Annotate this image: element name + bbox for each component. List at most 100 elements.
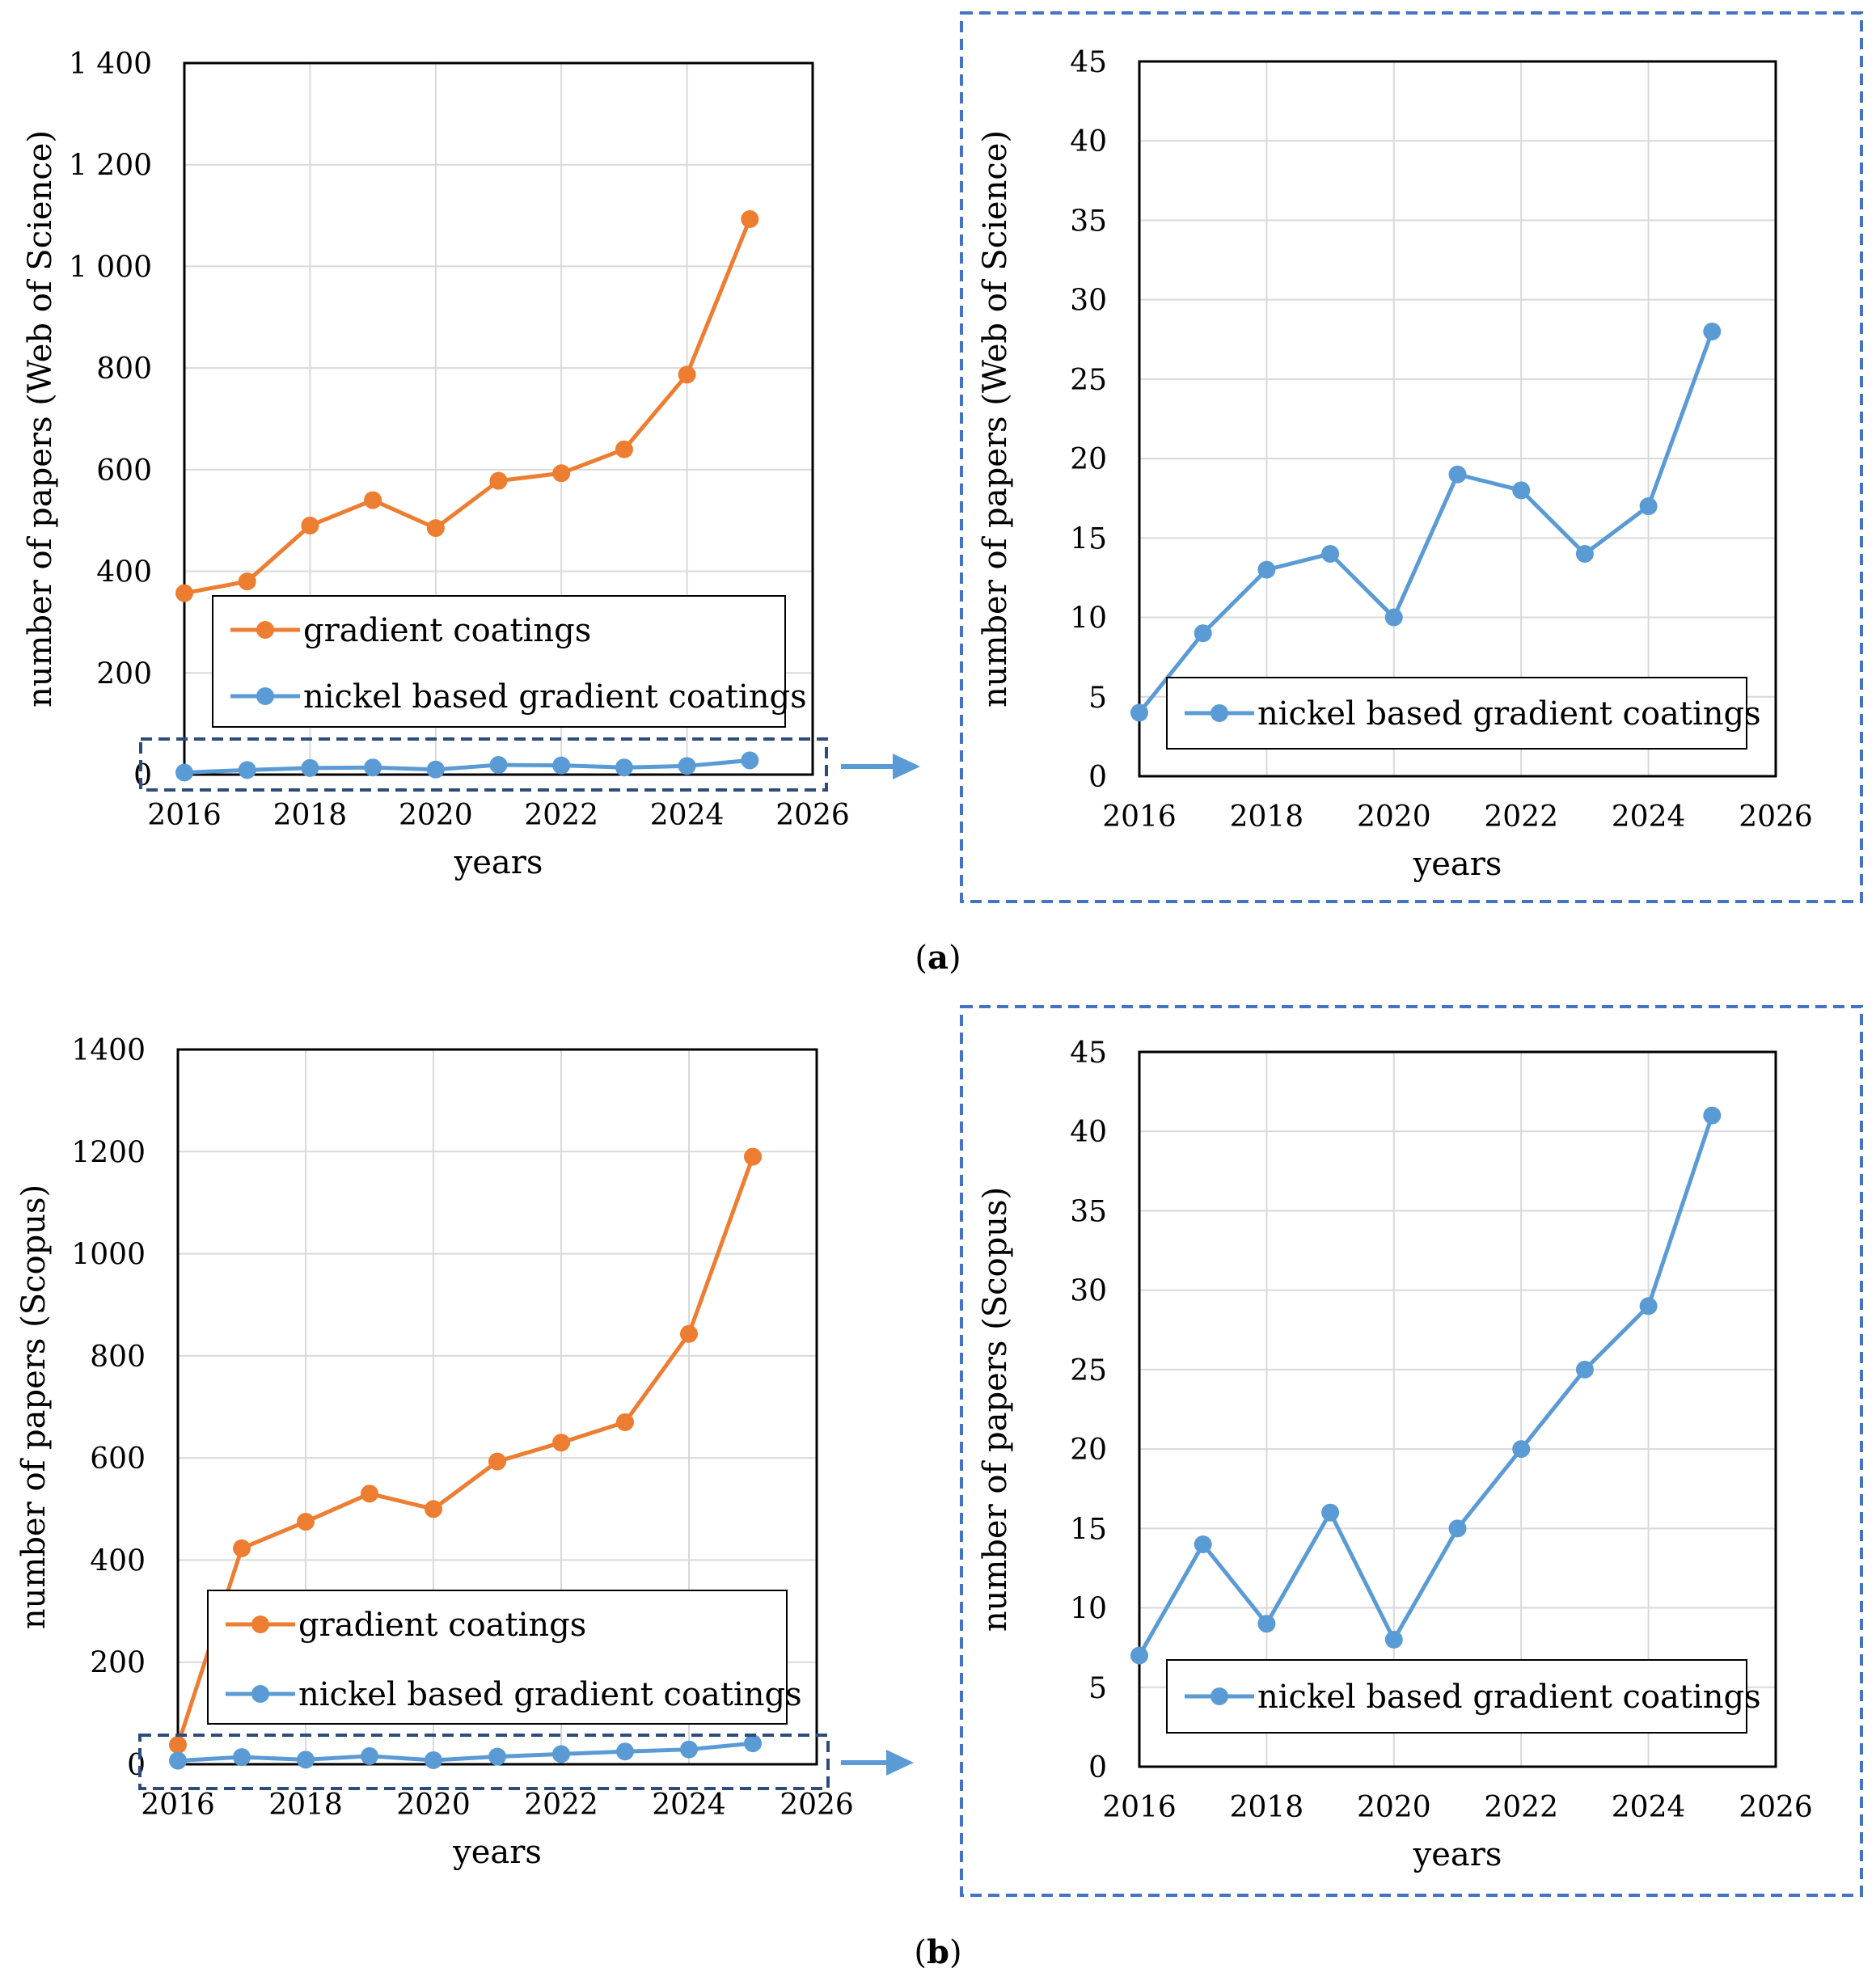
data-point	[1703, 322, 1722, 340]
legend: gradient coatings nickel based gradient c…	[207, 1590, 802, 1725]
x-tick-label: 2020	[1357, 800, 1431, 834]
y-tick-label: 15	[1070, 1513, 1107, 1546]
y-tick-label: 1200	[71, 1136, 146, 1169]
y-tick-label: 1000	[71, 1239, 146, 1272]
legend: gradient coatings nickel based gradient c…	[212, 595, 807, 728]
legend: nickel based gradient coatings	[1166, 677, 1761, 750]
y-axis-title: number of papers (Web of Science)	[22, 130, 59, 707]
y-tick-label: 5	[1088, 682, 1107, 715]
arrow-head	[886, 1750, 914, 1776]
x-tick-label: 2022	[524, 799, 598, 832]
y-tick-label: 30	[1070, 1275, 1107, 1308]
series-gradient_coatings	[175, 209, 759, 602]
data-point	[425, 1751, 442, 1769]
data-point	[1512, 481, 1531, 500]
data-point	[426, 519, 445, 538]
zoom-frame-b	[960, 1005, 1863, 1897]
x-tick-label: 2020	[396, 1789, 471, 1822]
y-tick-label: 0	[1088, 1751, 1107, 1784]
y-tick-label: 200	[96, 657, 152, 691]
plot-frame	[1138, 1050, 1777, 1768]
data-point	[488, 1452, 506, 1471]
x-tick-label: 2020	[399, 799, 473, 832]
overlays-layer	[138, 11, 1863, 1897]
data-point	[1384, 1630, 1403, 1649]
panel-b-letter: b	[927, 1933, 949, 1971]
data-point	[552, 464, 571, 483]
data-point	[1512, 1440, 1531, 1459]
data-point	[678, 365, 696, 384]
data-point	[552, 1434, 570, 1452]
x-axis-title: years	[1413, 846, 1502, 883]
data-point	[1639, 497, 1658, 516]
series-gradient_coatings	[169, 1147, 762, 1755]
x-tick-label: 2026	[1739, 1791, 1813, 1824]
y-tick-label: 0	[1088, 761, 1107, 794]
x-tick-label: 2018	[1230, 1791, 1304, 1824]
legend-swatch-marker	[1211, 704, 1228, 722]
data-point	[1575, 544, 1594, 563]
chart-b-right: 2016 2018 2020 2022 2024 2026 0 5 10 15 20 25 30 35 40…	[977, 1037, 1813, 1873]
data-point	[488, 1747, 506, 1766]
legend-label: nickel based gradient coatings	[298, 1676, 802, 1713]
data-point	[361, 1746, 378, 1765]
y-tick-label: 600	[90, 1442, 146, 1476]
chart-b-left: 2016 2018 2020 2022 2024 2026 0 200 400 600 800 100…	[15, 1034, 854, 1871]
y-tick-label: 600	[96, 454, 152, 488]
series-line	[1137, 1114, 1714, 1657]
data-point	[1194, 1535, 1212, 1553]
y-tick-label: 10	[1070, 602, 1107, 636]
data-point	[169, 1751, 187, 1770]
legend-label: gradient coatings	[303, 612, 591, 649]
series-line	[175, 1155, 755, 1746]
data-point	[169, 1736, 187, 1755]
data-point	[1257, 1615, 1276, 1633]
y-tick-label: 20	[1070, 1434, 1107, 1467]
y-tick-label: 25	[1070, 1354, 1107, 1387]
arrow-head	[893, 754, 920, 779]
x-tick-label: 2018	[1230, 800, 1304, 834]
x-axis-title: years	[454, 844, 543, 881]
legend-swatch-marker	[251, 1615, 269, 1633]
y-tick-label: 0	[133, 759, 152, 792]
series-nickel_based	[175, 751, 759, 782]
legend-box	[212, 595, 786, 728]
zoom-arrow-a	[841, 754, 920, 779]
data-point	[1257, 560, 1276, 579]
series-line	[1138, 331, 1714, 714]
y-tick-label: 1400	[71, 1034, 146, 1067]
highlight-box-a	[139, 737, 828, 792]
data-point	[1703, 1106, 1722, 1125]
data-point	[364, 491, 382, 509]
data-point	[1194, 624, 1212, 643]
data-point	[297, 1751, 315, 1769]
x-axis-title: years	[452, 1834, 542, 1871]
data-point	[615, 440, 633, 458]
data-point	[1639, 1297, 1658, 1316]
legend-label: nickel based gradient coatings	[303, 678, 807, 716]
y-tick-label: 10	[1070, 1593, 1107, 1626]
y-tick-label: 1 400	[69, 48, 152, 81]
legend-label: nickel based gradient coatings	[1257, 1679, 1761, 1716]
data-point	[175, 763, 193, 782]
x-tick-label: 2024	[650, 799, 725, 832]
x-tick-label: 2016	[1102, 800, 1177, 834]
x-tick-label: 2024	[1612, 1791, 1686, 1824]
highlight-box-b	[138, 1734, 830, 1790]
data-point	[361, 1485, 378, 1503]
x-tick-label: 2022	[1484, 800, 1558, 834]
x-tick-label: 2022	[524, 1789, 598, 1822]
data-point	[1130, 1646, 1148, 1665]
x-tick-label: 2024	[652, 1789, 726, 1822]
data-point	[744, 1147, 762, 1166]
legend-box	[1166, 677, 1747, 750]
data-point	[680, 1324, 698, 1343]
series-nickel_based	[1130, 1106, 1722, 1665]
data-point	[615, 758, 633, 777]
data-point	[364, 758, 382, 777]
data-point	[301, 758, 319, 777]
data-point	[425, 1500, 442, 1518]
zoom-frame-a	[960, 11, 1863, 903]
